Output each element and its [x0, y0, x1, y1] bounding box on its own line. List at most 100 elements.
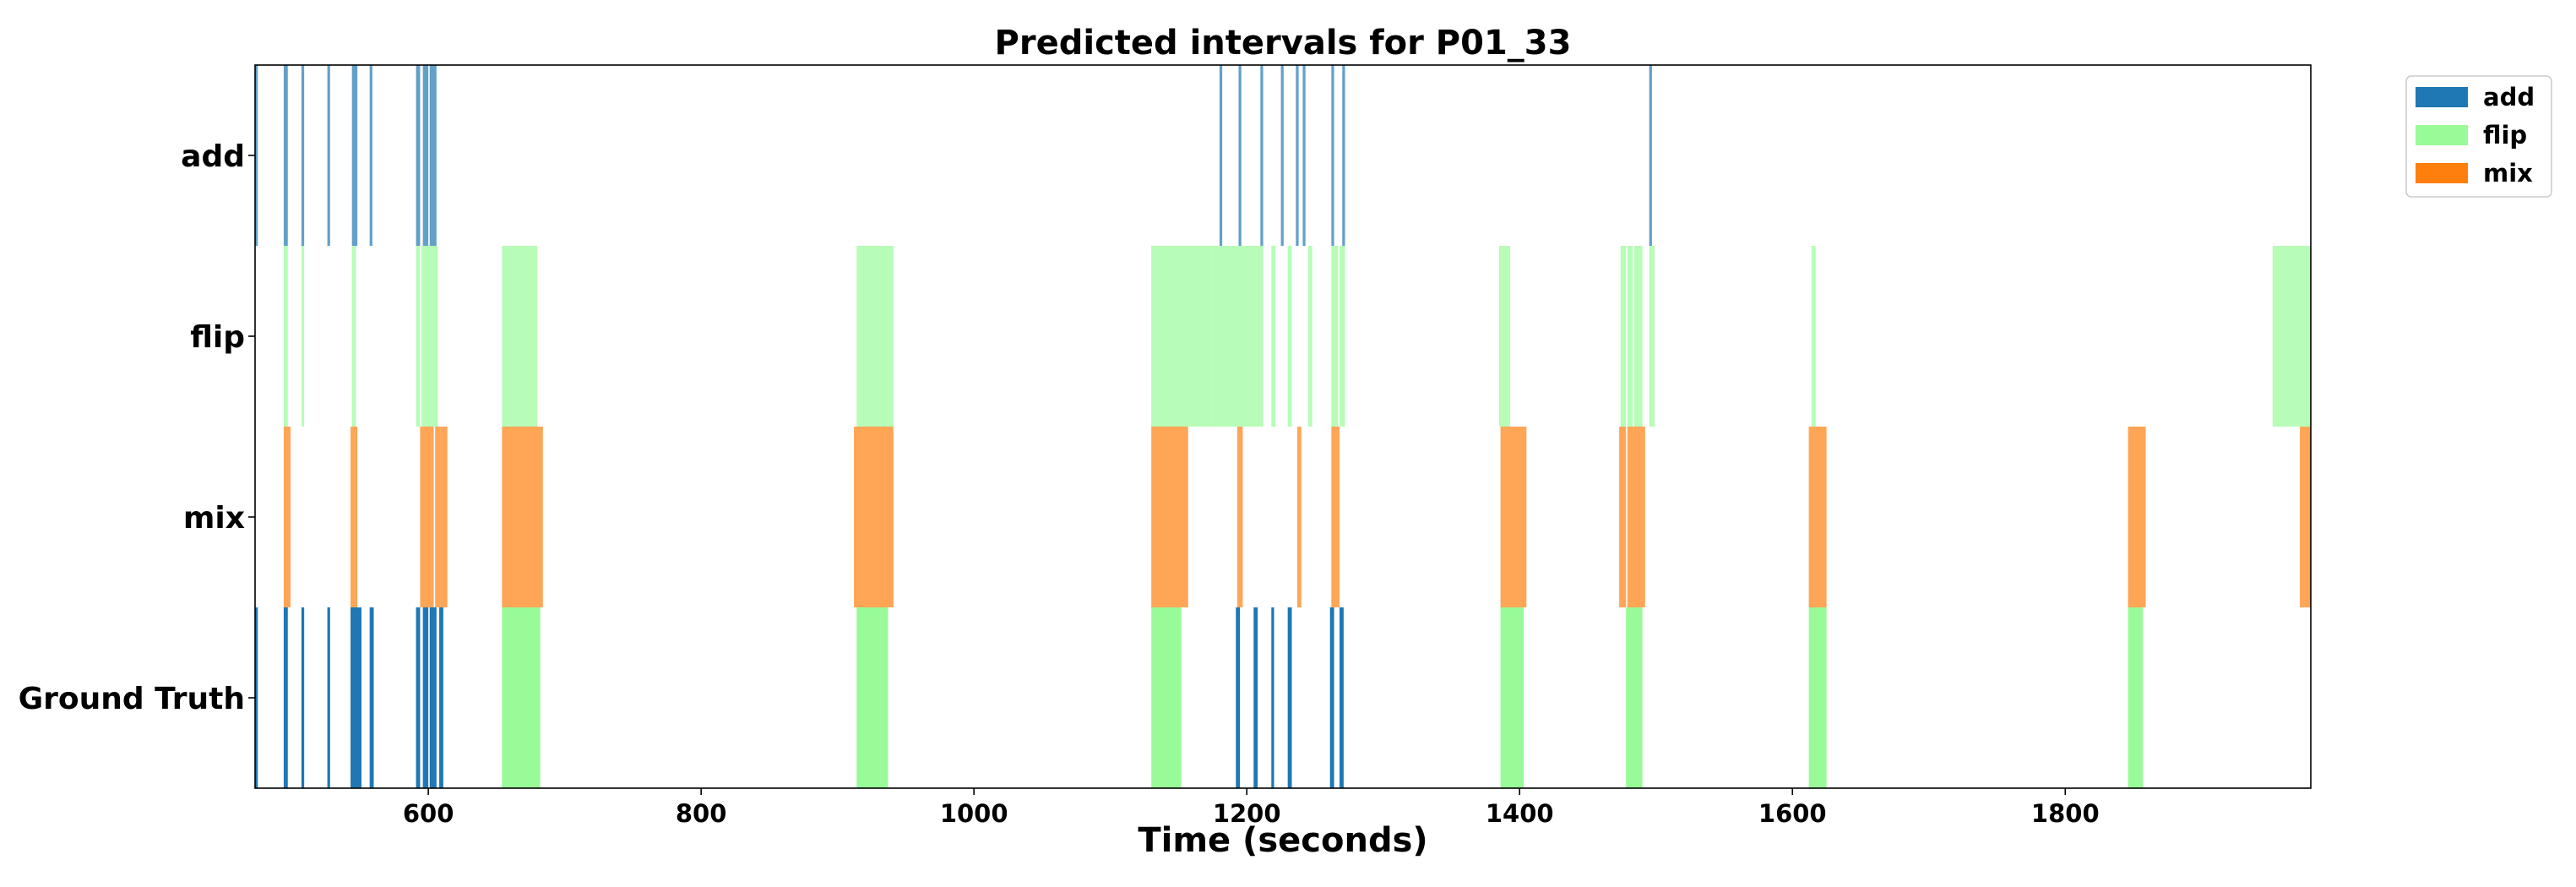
x-tick-label: 1400: [1486, 799, 1554, 828]
y-axis: add flip mix Ground Truth: [19, 139, 255, 716]
pred-flip-bar: [1151, 246, 1193, 427]
pred-flip-bar: [513, 246, 524, 427]
pred-flip-bar: [2296, 246, 2311, 427]
pred-flip-bar: [421, 246, 438, 427]
pred-flip-bar: [1241, 246, 1254, 427]
pred-mix-bar: [1236, 427, 1243, 607]
gt-add-bar: [1253, 607, 1258, 788]
x-tick-label: 1000: [940, 799, 1008, 828]
pred-add-bar: [351, 65, 358, 246]
pred-flip-bar: [1633, 246, 1643, 427]
pred-mix-bar: [440, 427, 448, 607]
gt-flip-bar: [856, 607, 889, 788]
gt-add-bar: [1329, 607, 1334, 788]
pred-add-bar: [1260, 65, 1264, 246]
pred-add-bar: [1296, 65, 1299, 246]
pred-flip-bar: [416, 246, 421, 427]
gt-add-bar: [351, 607, 361, 788]
pred-mix-bar: [1627, 427, 1645, 607]
gt-add-bar: [327, 607, 330, 788]
pred-flip-bar: [856, 246, 894, 427]
pred-flip-bar: [1226, 246, 1236, 427]
gt-add-bar: [255, 607, 258, 788]
gt-flip-bar: [1151, 607, 1182, 788]
pred-flip-bar: [301, 246, 305, 427]
pred-add-bar: [432, 65, 437, 246]
gt-flip-bar: [1626, 607, 1643, 788]
gt-add-bar: [283, 607, 288, 788]
pred-mix-bar: [1296, 427, 1302, 607]
pred-add-bar: [422, 65, 429, 246]
gt-add-bar: [1287, 607, 1292, 788]
y-tick-label: flip: [190, 320, 245, 355]
pred-mix-bar: [283, 427, 291, 607]
gt-add-bar: [432, 607, 437, 788]
gt-add-bar: [301, 607, 305, 788]
legend-label-flip: flip: [2483, 121, 2527, 150]
gt-flip-bar: [502, 607, 541, 788]
pred-mix-bar: [1500, 427, 1527, 607]
gt-add-bar: [1340, 607, 1344, 788]
pred-add-bar: [1302, 65, 1306, 246]
gt-flip-bar: [1500, 607, 1524, 788]
legend: add flip mix: [2405, 75, 2552, 198]
pred-flip-bar: [524, 246, 538, 427]
legend-swatch-add: [2416, 87, 2468, 107]
pred-add-bar: [1219, 65, 1223, 246]
pred-mix-bar: [502, 427, 543, 607]
pred-add-bar: [327, 65, 330, 246]
pred-mix-bar: [2128, 427, 2146, 607]
pred-add-bar: [1238, 65, 1242, 246]
pred-add-bar: [283, 65, 288, 246]
x-tick-label: 1200: [1213, 799, 1281, 828]
gt-add-bar: [422, 607, 429, 788]
gt-flip-bar: [1808, 607, 1827, 788]
pred-mix-bar: [854, 427, 894, 607]
pred-flip-bar: [283, 246, 288, 427]
pred-mix-bar: [420, 427, 434, 607]
pred-mix-bar: [351, 427, 358, 607]
pred-mix-bar: [2300, 427, 2311, 607]
pred-flip-bar: [1212, 246, 1226, 427]
pred-flip-bar: [351, 246, 356, 427]
pred-add-bar: [1331, 65, 1334, 246]
gt-add-bar: [369, 607, 374, 788]
pred-add-bar: [369, 65, 372, 246]
legend-swatch-flip: [2416, 125, 2468, 145]
plot-frame: [254, 64, 2312, 789]
pred-flip-bar: [1307, 246, 1312, 427]
x-axis: 600 800 1000 1200 1400 1600 1800: [403, 788, 2100, 828]
pred-flip-bar: [1340, 246, 1345, 427]
y-tick-label: Ground Truth: [19, 682, 245, 716]
x-axis-label: Time (seconds): [1138, 821, 1427, 860]
pred-flip-bar: [1287, 246, 1292, 427]
gt-add-bar: [439, 607, 443, 788]
pred-flip-bar: [1192, 246, 1213, 427]
pred-add-bar: [416, 65, 421, 246]
legend-label-add: add: [2483, 83, 2535, 112]
pred-add-bar: [1342, 65, 1345, 246]
pred-flip-bar: [1331, 246, 1339, 427]
gt-flip-bar: [2128, 607, 2144, 788]
pred-add-bar: [429, 65, 432, 246]
pred-add-bar: [1649, 65, 1652, 246]
pred-flip-bar: [1811, 246, 1816, 427]
pred-flip-bar: [1236, 246, 1242, 427]
pred-add-bar: [301, 65, 305, 246]
pred-flip-bar: [502, 246, 514, 427]
pred-add-bar: [255, 65, 258, 246]
x-tick-label: 1600: [1758, 799, 1827, 828]
gt-add-bar: [416, 607, 421, 788]
pred-flip-bar: [1498, 246, 1510, 427]
legend-swatch-mix: [2416, 163, 2468, 183]
gt-add-bar: [1271, 607, 1274, 788]
pred-mix-bar: [1808, 427, 1827, 607]
chart-title: Predicted intervals for P01_33: [995, 24, 1572, 63]
pred-mix-bar: [435, 427, 441, 607]
pred-flip-bar: [1649, 246, 1655, 427]
pred-mix-bar: [1331, 427, 1340, 607]
pred-flip-bar: [1253, 246, 1264, 427]
pred-mix-bar: [1151, 427, 1188, 607]
x-tick-label: 600: [403, 799, 454, 828]
